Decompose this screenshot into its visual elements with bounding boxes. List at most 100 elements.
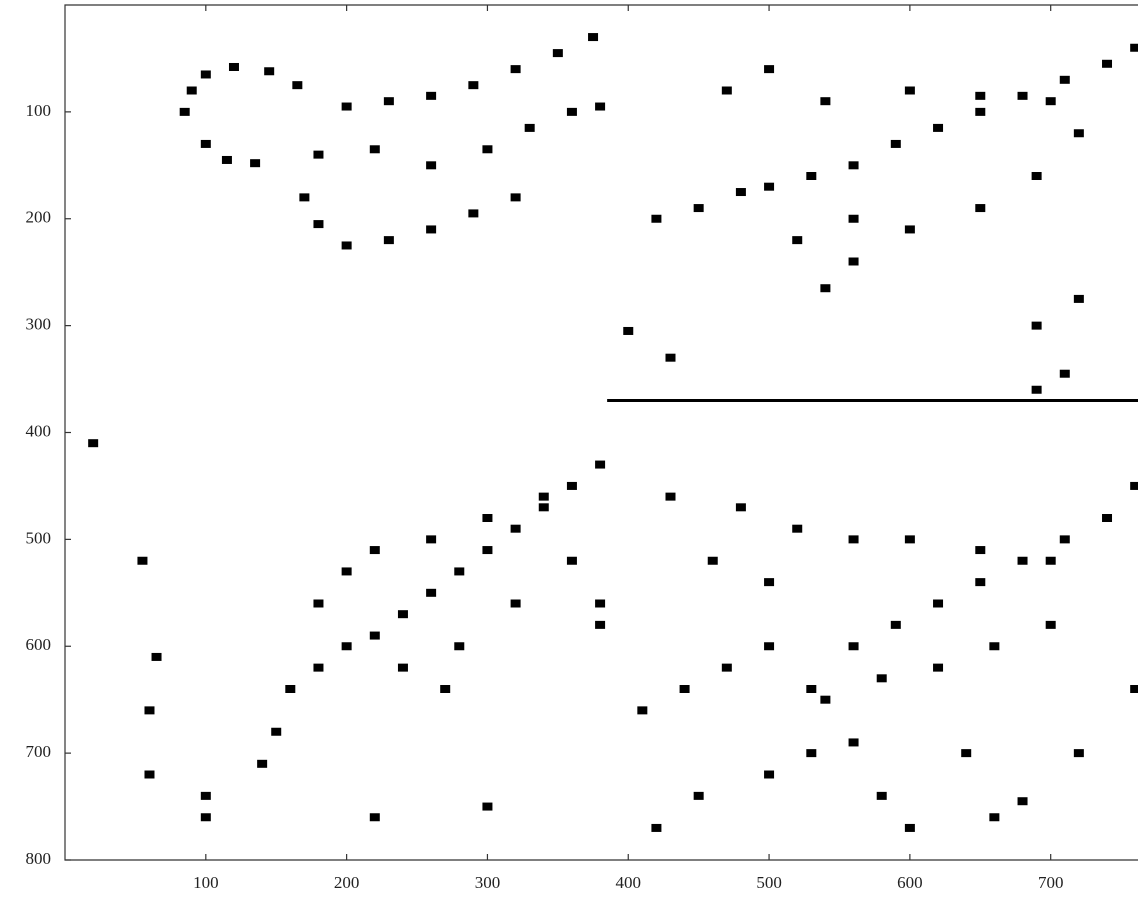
y-tick-label: 400 [26,421,52,440]
matrix-cell [1130,44,1138,52]
matrix-cell [1032,386,1042,394]
matrix-cell [1074,129,1084,137]
matrix-cell [1102,514,1112,522]
matrix-cell [201,792,211,800]
matrix-cell [222,156,232,164]
chart: 1002003004005006007001002003004005006007… [0,0,1138,897]
matrix-cell [482,145,492,153]
matrix-cell [426,589,436,597]
matrix-cell [905,87,915,95]
matrix-cell [905,225,915,233]
matrix-cell [595,600,605,608]
matrix-cell [482,803,492,811]
matrix-cell [849,642,859,650]
matrix-cell [384,236,394,244]
matrix-cell [299,193,309,201]
matrix-cell [961,749,971,757]
matrix-cell [764,183,774,191]
matrix-cell [1046,621,1056,629]
matrix-cell [440,685,450,693]
matrix-cell [1046,557,1056,565]
matrix-cell [595,621,605,629]
matrix-cell [539,503,549,511]
matrix-cell [764,642,774,650]
matrix-cell [736,188,746,196]
matrix-cell [792,525,802,533]
y-tick-label: 200 [26,208,52,227]
matrix-cell [257,760,267,768]
matrix-cell [891,621,901,629]
matrix-cell [342,241,352,249]
y-tick-label: 300 [26,315,52,334]
matrix-cell [764,65,774,73]
matrix-cell [722,87,732,95]
matrix-cell [933,664,943,672]
x-tick-label: 200 [334,873,360,892]
matrix-cell [905,535,915,543]
matrix-cell [989,642,999,650]
matrix-cell [933,600,943,608]
matrix-cell [651,215,661,223]
matrix-cell [264,67,274,75]
matrix-cell [144,771,154,779]
matrix-cell [370,632,380,640]
x-tick-label: 400 [616,873,642,892]
matrix-cell [567,557,577,565]
matrix-cell [1060,76,1070,84]
matrix-cell [187,87,197,95]
x-tick-label: 700 [1038,873,1064,892]
y-tick-label: 100 [26,101,52,120]
matrix-cell [708,557,718,565]
matrix-cell [736,503,746,511]
matrix-cell [588,33,598,41]
matrix-cell [250,159,260,167]
y-tick-label: 600 [26,635,52,654]
matrix-cell [426,225,436,233]
matrix-cell [891,140,901,148]
matrix-cell [342,642,352,650]
matrix-cell [849,215,859,223]
y-tick-label: 800 [26,849,52,868]
matrix-cell [342,567,352,575]
matrix-cell [975,92,985,100]
matrix-cell [694,792,704,800]
matrix-cell [285,685,295,693]
matrix-cell [975,546,985,554]
matrix-cell [849,535,859,543]
matrix-cell [342,103,352,111]
matrix-cell [820,284,830,292]
matrix-cell [313,600,323,608]
matrix-cell [975,578,985,586]
matrix-cell [806,172,816,180]
matrix-cell [1032,322,1042,330]
matrix-cell [1130,685,1138,693]
matrix-cell [820,97,830,105]
matrix-cell [426,535,436,543]
matrix-cell [1032,172,1042,180]
matrix-cell [975,204,985,212]
matrix-cell [201,70,211,78]
matrix-cell [426,161,436,169]
matrix-cell [623,327,633,335]
x-tick-label: 100 [193,873,219,892]
matrix-cell [525,124,535,132]
matrix-cell [201,140,211,148]
matrix-cell [567,482,577,490]
matrix-cell [764,771,774,779]
matrix-cell [1074,749,1084,757]
matrix-cell [764,578,774,586]
matrix-cell [370,546,380,554]
matrix-cell [370,813,380,821]
matrix-cell [665,354,675,362]
matrix-cell [680,685,690,693]
matrix-cell [877,674,887,682]
matrix-cell [1074,295,1084,303]
matrix-cell [905,824,915,832]
matrix-cell [511,600,521,608]
matrix-cell [694,204,704,212]
matrix-cell [595,461,605,469]
background [0,0,1138,897]
matrix-cell [180,108,190,116]
x-tick-label: 600 [897,873,923,892]
matrix-cell [553,49,563,57]
